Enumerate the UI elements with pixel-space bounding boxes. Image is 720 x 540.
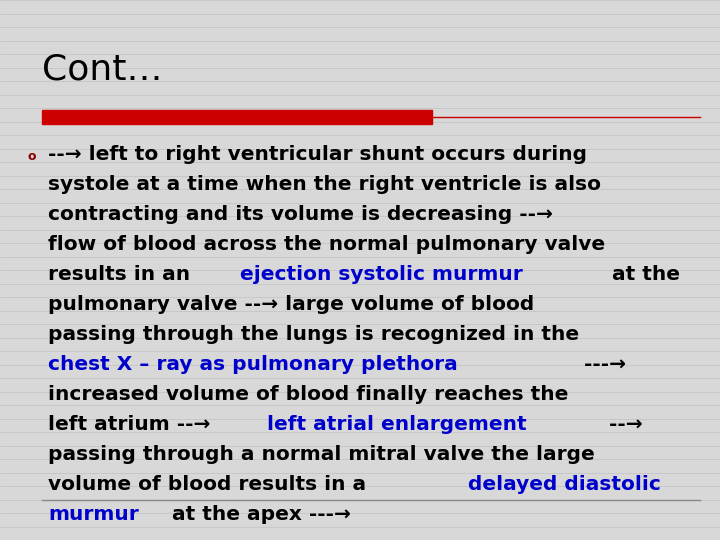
Text: at the: at the <box>606 265 680 284</box>
Text: flow of blood across the normal pulmonary valve: flow of blood across the normal pulmonar… <box>48 235 605 254</box>
Text: contracting and its volume is decreasing --→: contracting and its volume is decreasing… <box>48 205 553 224</box>
Text: ejection systolic murmur: ejection systolic murmur <box>240 265 523 284</box>
Text: left atrium --→: left atrium --→ <box>48 415 217 434</box>
Text: passing through the lungs is recognized in the: passing through the lungs is recognized … <box>48 325 579 344</box>
Text: --→: --→ <box>601 415 642 434</box>
Text: --→ left to right ventricular shunt occurs during: --→ left to right ventricular shunt occu… <box>48 145 587 164</box>
Text: ---→: ---→ <box>577 355 626 374</box>
Text: passing through a normal mitral valve the large: passing through a normal mitral valve th… <box>48 445 595 464</box>
Text: delayed diastolic: delayed diastolic <box>467 475 660 494</box>
Text: results in an: results in an <box>48 265 197 284</box>
Text: systole at a time when the right ventricle is also: systole at a time when the right ventric… <box>48 175 601 194</box>
Text: o: o <box>28 150 37 163</box>
Text: volume of blood results in a: volume of blood results in a <box>48 475 373 494</box>
Text: chest X – ray as pulmonary plethora: chest X – ray as pulmonary plethora <box>48 355 458 374</box>
Text: at the apex ---→: at the apex ---→ <box>165 505 351 524</box>
Text: pulmonary valve --→ large volume of blood: pulmonary valve --→ large volume of bloo… <box>48 295 534 314</box>
Text: increased volume of blood finally reaches the: increased volume of blood finally reache… <box>48 385 568 404</box>
Text: Cont…: Cont… <box>42 52 163 86</box>
Bar <box>42 110 432 124</box>
Text: murmur: murmur <box>48 505 139 524</box>
Text: left atrial enlargement: left atrial enlargement <box>266 415 526 434</box>
